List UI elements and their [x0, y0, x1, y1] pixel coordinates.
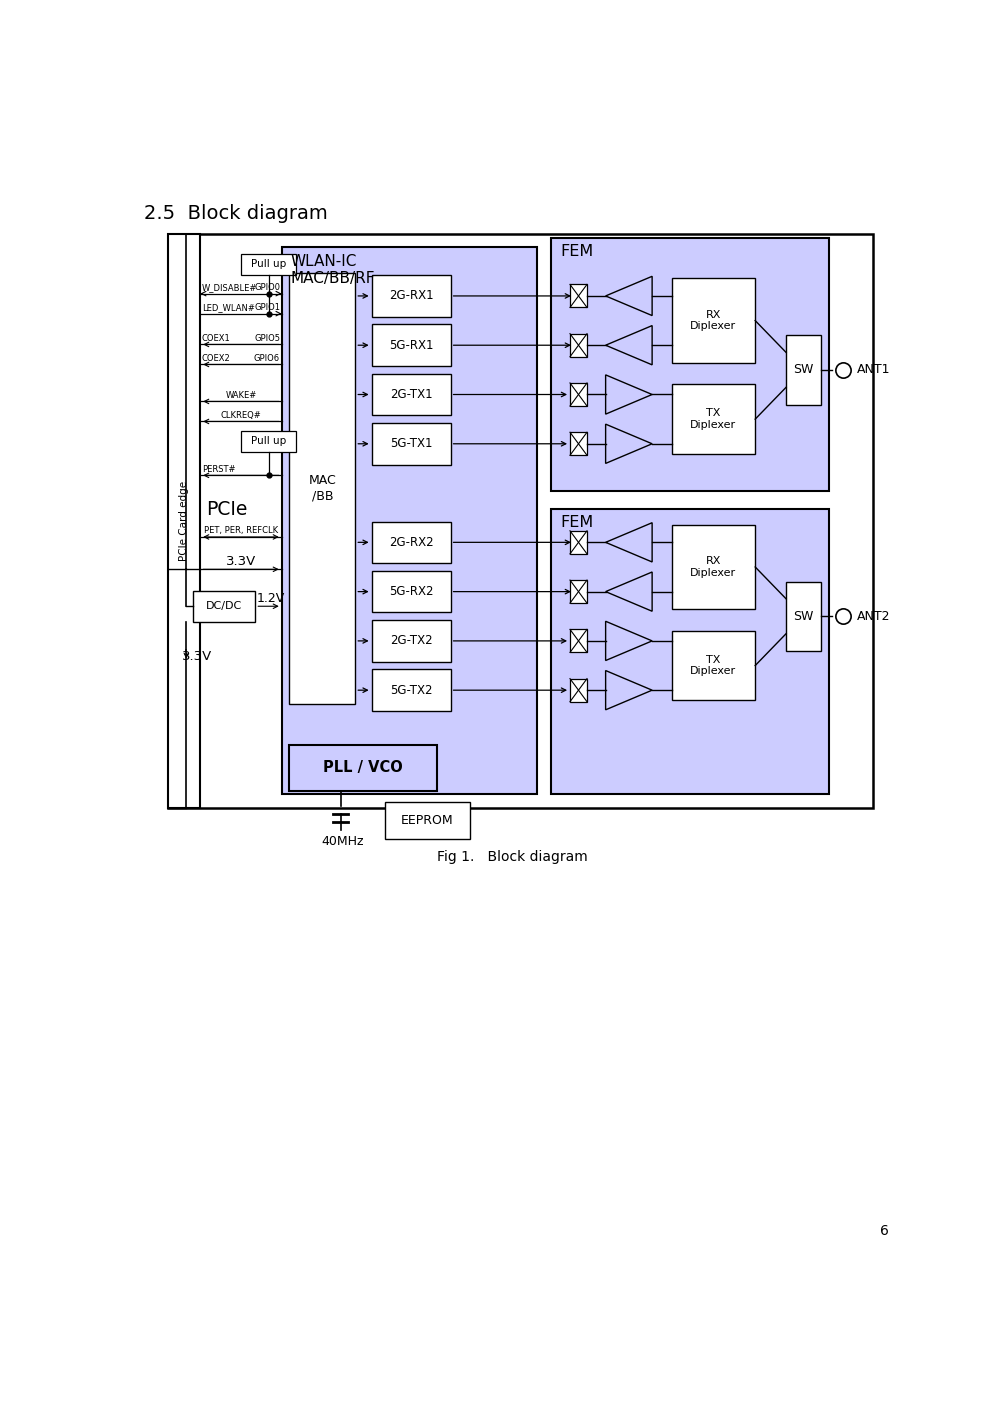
Bar	[168, 234, 873, 808]
Text: 3.3V: 3.3V	[226, 555, 256, 567]
Text: 2G-RX1: 2G-RX1	[388, 290, 433, 303]
Text: FEM: FEM	[561, 516, 594, 531]
Text: LED_WLAN#: LED_WLAN#	[202, 303, 254, 312]
Text: 5G-RX1: 5G-RX1	[388, 339, 433, 352]
Text: Pull up: Pull up	[251, 437, 286, 447]
Text: RX
Diplexer: RX Diplexer	[691, 556, 737, 577]
Bar	[786, 335, 821, 405]
Text: CLKREQ#: CLKREQ#	[220, 410, 261, 420]
Text: GPIO5: GPIO5	[254, 333, 280, 343]
Bar	[371, 374, 450, 415]
Bar	[371, 423, 450, 465]
Bar	[281, 248, 538, 794]
Text: WAKE#: WAKE#	[225, 391, 256, 399]
Text: SW: SW	[794, 609, 814, 623]
Text: 5G-RX2: 5G-RX2	[388, 586, 433, 598]
Bar	[371, 521, 450, 563]
Text: PLL / VCO: PLL / VCO	[323, 761, 403, 775]
Text: ANT2: ANT2	[857, 609, 890, 623]
Text: 6: 6	[880, 1223, 889, 1237]
Bar	[168, 234, 200, 808]
Bar	[570, 333, 587, 357]
Bar	[570, 629, 587, 653]
Text: 2.5  Block diagram: 2.5 Block diagram	[144, 203, 328, 223]
Bar	[552, 238, 829, 490]
Bar	[672, 384, 755, 454]
Text: 5G-TX2: 5G-TX2	[389, 684, 432, 696]
Text: 2G-TX1: 2G-TX1	[389, 388, 432, 401]
Bar	[371, 570, 450, 612]
Text: Pull up: Pull up	[251, 259, 286, 269]
Bar	[240, 254, 296, 275]
Bar	[672, 524, 755, 609]
Text: COEX1: COEX1	[202, 333, 230, 343]
Text: PERST#: PERST#	[202, 465, 235, 474]
Bar	[672, 630, 755, 700]
Bar	[371, 275, 450, 317]
Text: TX
Diplexer: TX Diplexer	[691, 654, 737, 677]
Text: GPIO0: GPIO0	[254, 283, 280, 291]
Text: 3.3V: 3.3V	[182, 650, 213, 663]
Text: GPIO1: GPIO1	[254, 303, 280, 312]
Bar	[240, 430, 296, 453]
Text: TX
Diplexer: TX Diplexer	[691, 408, 737, 430]
Text: MAC
/BB: MAC /BB	[308, 475, 336, 503]
Text: ANT1: ANT1	[857, 363, 890, 377]
Text: EEPROM: EEPROM	[401, 814, 453, 827]
Text: GPIO6: GPIO6	[254, 354, 280, 363]
Bar	[371, 670, 450, 710]
Text: 2G-TX2: 2G-TX2	[389, 635, 432, 647]
Bar	[193, 591, 255, 622]
Bar	[672, 279, 755, 363]
Text: PET, PER, REFCLK: PET, PER, REFCLK	[204, 527, 278, 535]
Text: PCIe: PCIe	[206, 500, 248, 518]
Bar	[552, 509, 829, 794]
Text: PCIe Card edge: PCIe Card edge	[179, 481, 189, 562]
Text: W_DISABLE#: W_DISABLE#	[202, 283, 257, 291]
Bar	[289, 745, 436, 792]
Text: SW: SW	[794, 363, 814, 377]
Text: Fig 1.   Block diagram: Fig 1. Block diagram	[437, 850, 588, 864]
Bar	[570, 284, 587, 307]
Bar	[570, 382, 587, 406]
Text: RX
Diplexer: RX Diplexer	[691, 310, 737, 332]
Bar	[371, 621, 450, 661]
Text: 5G-TX1: 5G-TX1	[389, 437, 432, 450]
Text: WLAN-IC
MAC/BB/RF: WLAN-IC MAC/BB/RF	[291, 254, 375, 286]
Bar	[570, 580, 587, 604]
Bar	[786, 581, 821, 651]
Text: DC/DC: DC/DC	[206, 601, 242, 611]
Bar	[570, 433, 587, 455]
Bar	[570, 531, 587, 553]
Text: COEX2: COEX2	[202, 354, 230, 363]
Bar	[384, 801, 470, 839]
Text: 1.2V: 1.2V	[257, 591, 285, 605]
Text: 40MHz: 40MHz	[321, 835, 363, 848]
Text: FEM: FEM	[561, 244, 594, 259]
Bar	[570, 678, 587, 702]
Text: 2G-RX2: 2G-RX2	[388, 535, 433, 549]
Bar	[371, 325, 450, 366]
Bar	[289, 273, 355, 705]
